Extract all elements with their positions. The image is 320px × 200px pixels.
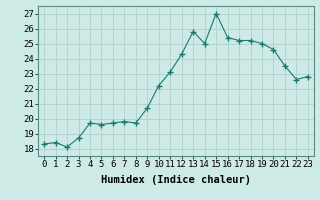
X-axis label: Humidex (Indice chaleur): Humidex (Indice chaleur)	[101, 175, 251, 185]
